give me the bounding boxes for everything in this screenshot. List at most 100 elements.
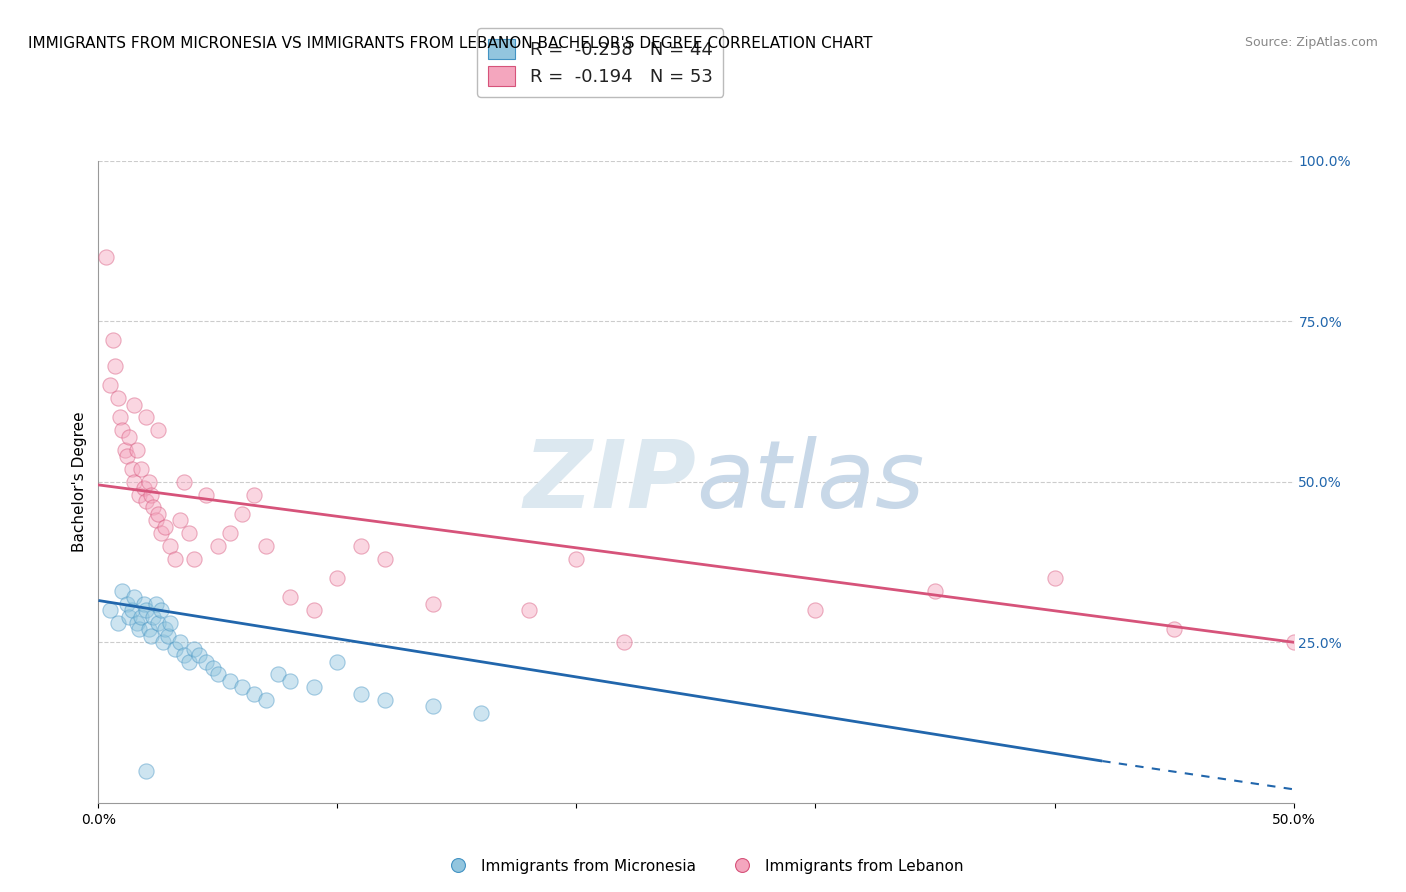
Point	[135, 764, 157, 778]
Point	[169, 513, 191, 527]
Point	[278, 673, 301, 688]
Point	[98, 378, 122, 392]
Point	[350, 687, 373, 701]
Point	[128, 623, 150, 637]
Point	[470, 706, 492, 720]
Point	[135, 410, 157, 425]
Point	[231, 680, 253, 694]
Point	[179, 655, 201, 669]
Point	[183, 641, 205, 656]
Point	[207, 667, 229, 681]
Point	[422, 699, 444, 714]
Text: atlas: atlas	[696, 436, 924, 527]
Point	[155, 623, 177, 637]
Point	[132, 597, 155, 611]
Point	[302, 603, 325, 617]
Point	[267, 667, 290, 681]
Point	[125, 442, 148, 457]
Point	[118, 430, 141, 444]
Point	[98, 603, 122, 617]
Point	[138, 475, 160, 489]
Point	[104, 359, 127, 373]
Point	[121, 603, 143, 617]
Point	[422, 597, 444, 611]
Point	[115, 597, 138, 611]
Point	[115, 449, 138, 463]
Point	[145, 597, 167, 611]
Point	[207, 539, 229, 553]
Point	[169, 635, 191, 649]
Text: IMMIGRANTS FROM MICRONESIA VS IMMIGRANTS FROM LEBANON BACHELOR'S DEGREE CORRELAT: IMMIGRANTS FROM MICRONESIA VS IMMIGRANTS…	[28, 36, 873, 51]
Point	[124, 398, 146, 412]
Point	[132, 481, 155, 495]
Point	[183, 551, 205, 566]
Point	[138, 623, 160, 637]
Point	[155, 519, 177, 533]
Point	[163, 641, 186, 656]
Point	[254, 539, 277, 553]
Point	[107, 391, 129, 405]
Point	[1043, 571, 1066, 585]
Point	[149, 526, 172, 541]
Point	[148, 507, 170, 521]
Point	[173, 475, 195, 489]
Point	[118, 609, 141, 624]
Point	[1163, 623, 1185, 637]
Point	[108, 410, 131, 425]
Point	[278, 591, 301, 605]
Point	[142, 609, 165, 624]
Point	[139, 629, 162, 643]
Point	[219, 673, 242, 688]
Legend: Immigrants from Micronesia, Immigrants from Lebanon: Immigrants from Micronesia, Immigrants f…	[437, 853, 969, 880]
Point	[148, 423, 170, 437]
Point	[101, 334, 124, 348]
Point	[374, 693, 396, 707]
Point	[243, 687, 266, 701]
Point	[125, 615, 148, 630]
Point	[139, 487, 162, 501]
Point	[142, 500, 165, 515]
Point	[924, 583, 946, 598]
Point	[804, 603, 827, 617]
Point	[111, 423, 134, 437]
Point	[1282, 635, 1305, 649]
Point	[187, 648, 209, 662]
Text: Source: ZipAtlas.com: Source: ZipAtlas.com	[1244, 36, 1378, 49]
Point	[131, 462, 153, 476]
Point	[124, 591, 146, 605]
Point	[374, 551, 396, 566]
Point	[254, 693, 277, 707]
Point	[111, 583, 134, 598]
Point	[159, 615, 181, 630]
Point	[326, 655, 349, 669]
Legend: R =  -0.258   N = 44, R =  -0.194   N = 53: R = -0.258 N = 44, R = -0.194 N = 53	[477, 29, 724, 97]
Point	[107, 615, 129, 630]
Point	[350, 539, 373, 553]
Point	[202, 661, 225, 675]
Point	[302, 680, 325, 694]
Point	[145, 513, 167, 527]
Point	[194, 655, 218, 669]
Point	[156, 629, 179, 643]
Y-axis label: Bachelor's Degree: Bachelor's Degree	[72, 411, 87, 552]
Point	[149, 603, 172, 617]
Point	[135, 603, 157, 617]
Point	[159, 539, 181, 553]
Point	[219, 526, 242, 541]
Point	[326, 571, 349, 585]
Point	[565, 551, 588, 566]
Point	[121, 462, 143, 476]
Point	[148, 615, 170, 630]
Point	[163, 551, 186, 566]
Point	[152, 635, 174, 649]
Point	[114, 442, 136, 457]
Point	[135, 494, 157, 508]
Point	[173, 648, 195, 662]
Text: ZIP: ZIP	[523, 435, 696, 528]
Point	[124, 475, 146, 489]
Point	[128, 487, 150, 501]
Point	[131, 609, 153, 624]
Point	[517, 603, 540, 617]
Point	[94, 250, 117, 264]
Point	[231, 507, 253, 521]
